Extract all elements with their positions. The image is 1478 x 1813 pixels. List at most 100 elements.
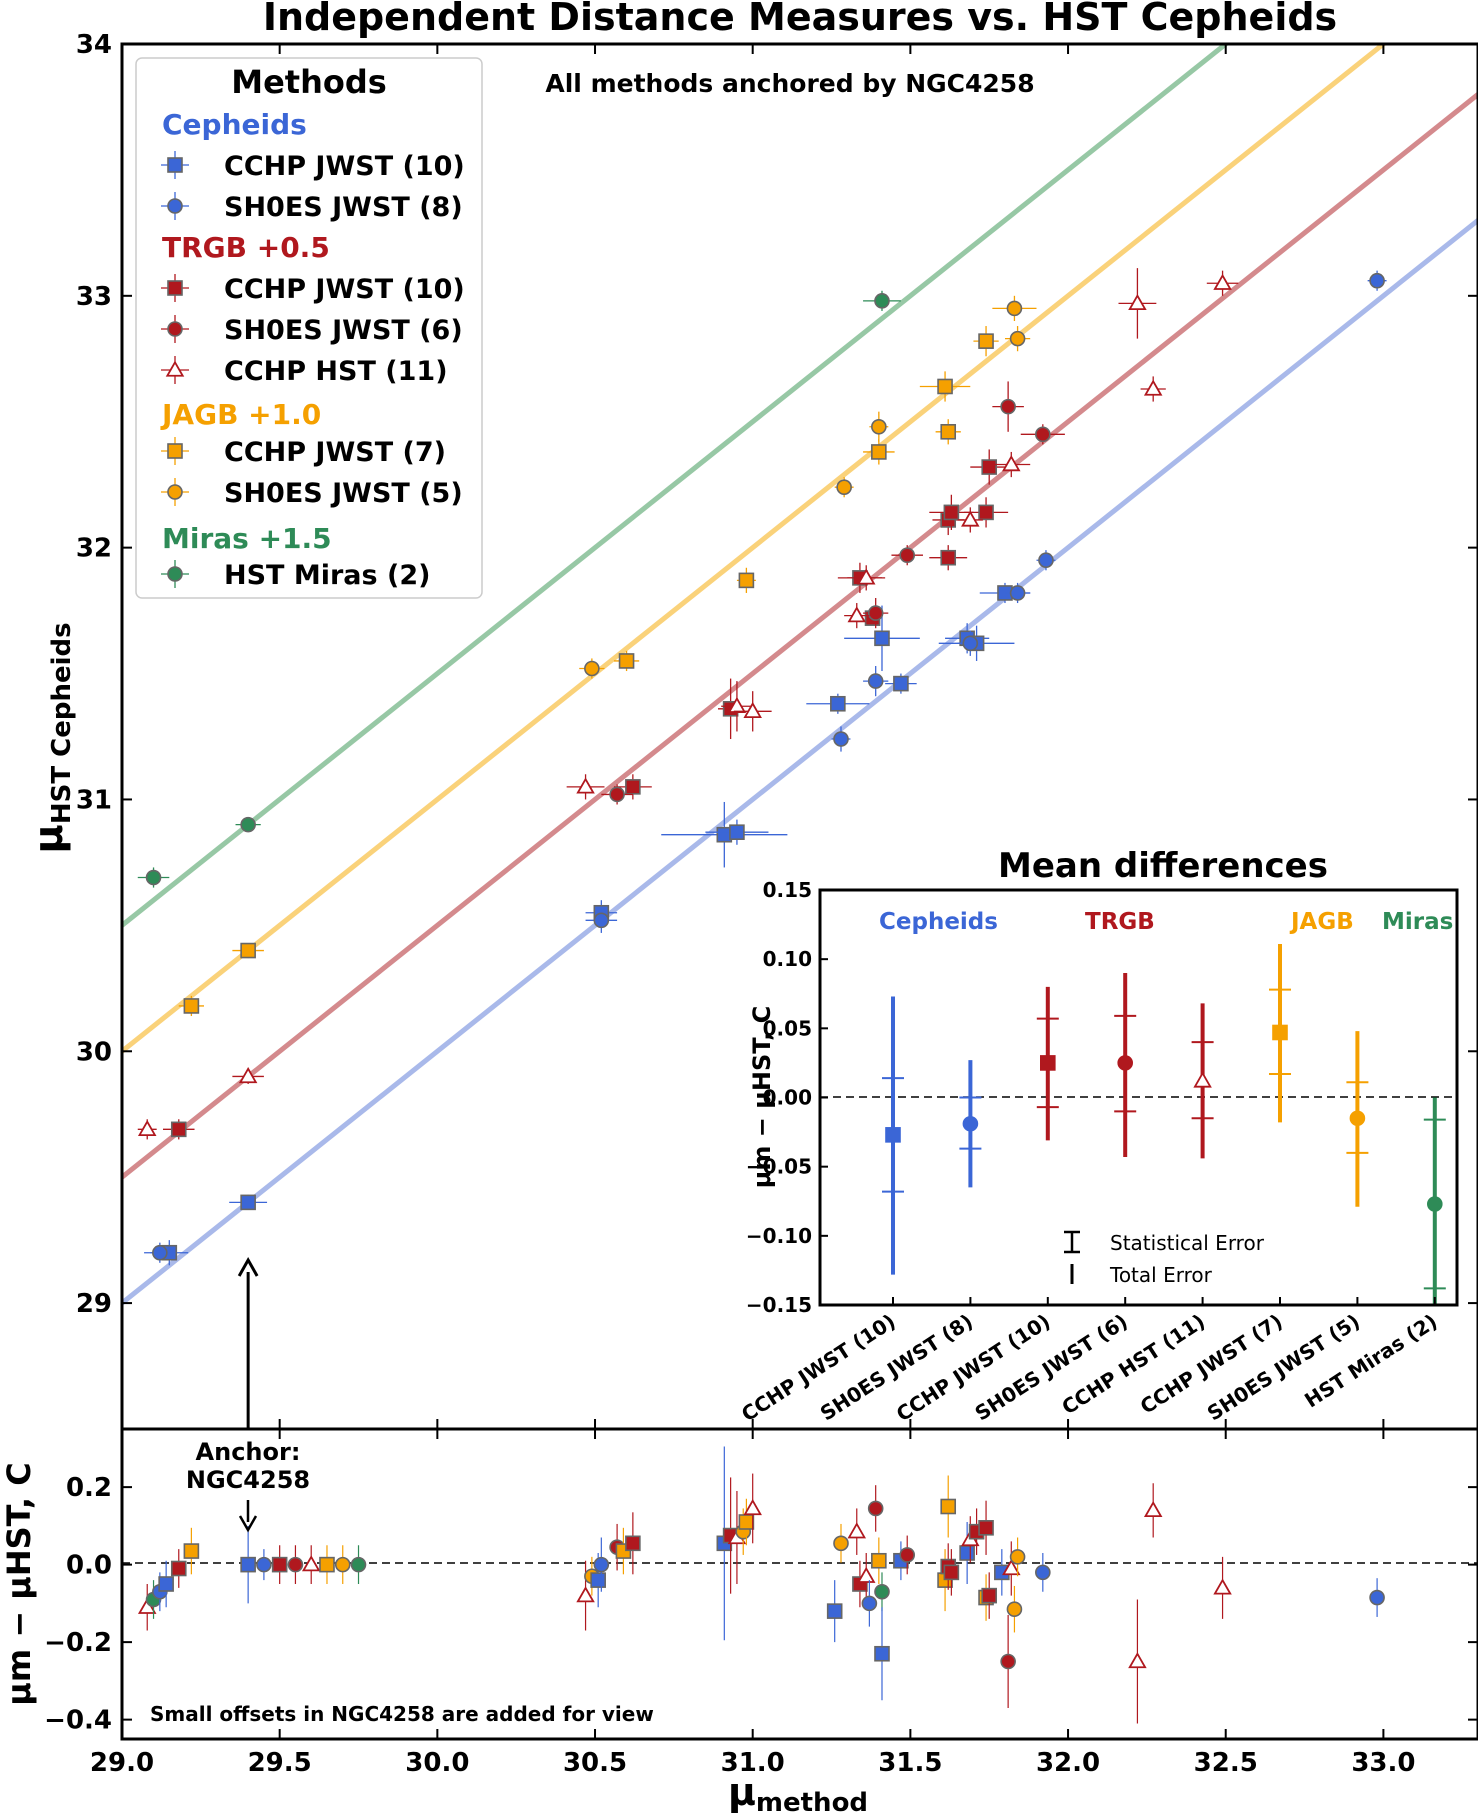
main-marker bbox=[584, 660, 600, 677]
main-marker bbox=[940, 423, 957, 440]
resid-marker bbox=[1009, 1549, 1026, 1565]
main-point bbox=[869, 411, 889, 442]
resid-marker bbox=[943, 1564, 960, 1581]
main-marker bbox=[183, 998, 200, 1014]
resid-marker bbox=[271, 1556, 288, 1573]
legend-marker-shape bbox=[165, 360, 185, 377]
main-point bbox=[721, 681, 753, 732]
inset-marker bbox=[1427, 1196, 1443, 1212]
anchor-label-line1: Anchor: bbox=[196, 1438, 301, 1466]
resid-ylabel: μm − μHST, C bbox=[0, 1462, 38, 1705]
main-ytick-label: 31 bbox=[76, 785, 112, 815]
resid-point bbox=[1128, 1599, 1147, 1724]
main-point bbox=[992, 295, 1037, 321]
main-point bbox=[831, 726, 851, 752]
main-annotation: All methods anchored by NGC4258 bbox=[545, 69, 1034, 98]
main-marker bbox=[152, 1244, 168, 1261]
main-marker bbox=[856, 568, 876, 585]
legend-group-miras: Miras +1.5 bbox=[162, 522, 332, 555]
resid-point bbox=[287, 1545, 304, 1584]
resid-point bbox=[826, 1580, 843, 1643]
anchor-small-arrow bbox=[238, 1500, 258, 1533]
inset-ytick-label: 0.10 bbox=[763, 947, 812, 971]
legend-entry-trgb-shoes: SH0ES JWST (6) bbox=[224, 315, 463, 346]
inset-marker bbox=[1349, 1110, 1366, 1127]
main-ytick-label: 33 bbox=[76, 282, 112, 312]
main-marker bbox=[738, 572, 755, 589]
resid-xtick-label: 30.5 bbox=[563, 1748, 627, 1778]
legend-group-trgb: TRGB +0.5 bbox=[162, 231, 330, 264]
anchor-label-line2: NGC4258 bbox=[186, 1466, 310, 1494]
resid-marker bbox=[1143, 1500, 1163, 1518]
resid-point bbox=[833, 1523, 849, 1563]
legend-marker-trgb-cchp-hst bbox=[161, 356, 189, 384]
inset-marker bbox=[1272, 1024, 1288, 1041]
resid-point bbox=[899, 1535, 916, 1575]
main-ytick-label: 30 bbox=[76, 1037, 112, 1067]
main-point bbox=[970, 449, 1009, 485]
resid-ytick-label: 0.0 bbox=[66, 1551, 112, 1581]
inset-group-trgb: TRGB bbox=[1085, 909, 1155, 935]
resid-xlabel-subscript: method bbox=[756, 1788, 868, 1813]
main-marker bbox=[867, 605, 884, 621]
main-point bbox=[579, 658, 605, 679]
main-marker bbox=[743, 701, 762, 718]
resid-marker bbox=[183, 1543, 200, 1559]
resid-marker bbox=[1035, 1564, 1051, 1581]
main-point bbox=[137, 1119, 157, 1140]
resid-marker bbox=[874, 1645, 890, 1662]
inset-marker bbox=[962, 1115, 979, 1132]
resid-marker bbox=[867, 1500, 884, 1517]
main-marker bbox=[833, 731, 849, 747]
main-marker bbox=[240, 942, 256, 959]
legend-marker-shape bbox=[167, 321, 183, 337]
resid-marker bbox=[1128, 1651, 1147, 1669]
main-point bbox=[1140, 376, 1166, 402]
main-marker bbox=[1006, 300, 1023, 317]
resid-point bbox=[1143, 1483, 1163, 1538]
legend-marker-shape bbox=[167, 566, 183, 582]
resid-marker bbox=[940, 1498, 957, 1515]
resid-ytick-label: −0.2 bbox=[44, 1628, 112, 1658]
main-title: Independent Distance Measures vs. HST Ce… bbox=[263, 0, 1337, 39]
legend-entry-miras-hst: HST Miras (2) bbox=[224, 560, 430, 591]
resid-point bbox=[301, 1545, 321, 1584]
resid-marker bbox=[350, 1556, 367, 1573]
main-point bbox=[137, 867, 170, 888]
inset-ytick-label: −0.10 bbox=[746, 1224, 812, 1248]
main-point bbox=[613, 774, 652, 800]
legend-marker-miras-hst bbox=[161, 560, 189, 588]
main-point bbox=[178, 995, 204, 1017]
legend-entry-trgb-cchp-jwst: CCHP JWST (10) bbox=[224, 274, 465, 305]
resid-note: Small offsets in NGC4258 are added for v… bbox=[150, 1702, 654, 1726]
main-marker bbox=[978, 333, 994, 349]
resid-point bbox=[994, 1549, 1010, 1596]
legend-marker-shape bbox=[167, 280, 183, 296]
resid-marker bbox=[301, 1555, 321, 1572]
main-ylabel: μHST Cepheids bbox=[26, 622, 77, 853]
offset-line-miras bbox=[122, 44, 1230, 928]
inset-group-miras: Miras bbox=[1382, 909, 1453, 935]
resid-point bbox=[1213, 1556, 1232, 1619]
legend-entry-trgb-cchp-hst: CCHP HST (11) bbox=[224, 356, 448, 387]
main-point bbox=[1036, 550, 1056, 571]
resid-point bbox=[871, 1537, 887, 1584]
main-marker bbox=[937, 378, 953, 395]
resid-point bbox=[593, 1537, 610, 1592]
resid-marker bbox=[334, 1556, 351, 1573]
inset-ytick-label: 0.00 bbox=[763, 1086, 812, 1110]
main-marker bbox=[899, 547, 916, 563]
inset-point bbox=[1191, 1003, 1214, 1159]
legend-marker-cepheids-shoes bbox=[161, 192, 189, 220]
inset-legend-total: Total Error bbox=[1109, 1263, 1213, 1287]
resid-marker bbox=[170, 1560, 187, 1577]
inset-ytick-label: 0.15 bbox=[763, 878, 812, 902]
main-marker bbox=[836, 479, 852, 496]
resid-point bbox=[334, 1545, 351, 1584]
main-marker bbox=[593, 912, 610, 929]
main-marker bbox=[1009, 585, 1026, 601]
main-point bbox=[1004, 582, 1031, 604]
main-point bbox=[1206, 270, 1239, 296]
resid-point bbox=[940, 1475, 957, 1538]
resid-point bbox=[158, 1560, 174, 1608]
